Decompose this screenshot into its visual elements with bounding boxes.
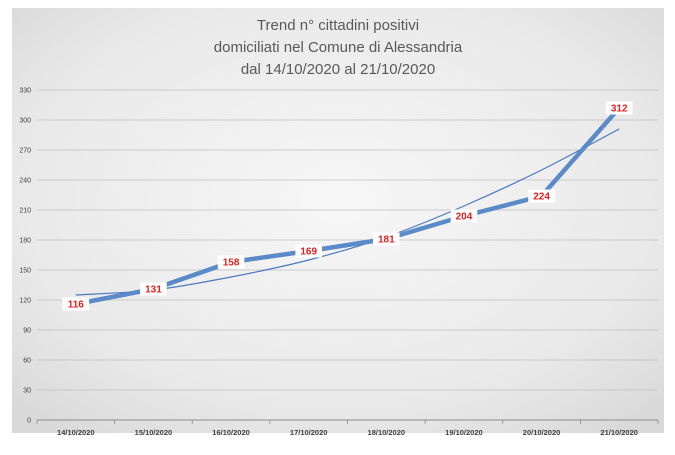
data-label-box <box>373 232 400 246</box>
data-label-value: 204 <box>456 212 473 223</box>
y-tick-label: 270 <box>19 148 31 155</box>
chart-background <box>12 8 664 433</box>
y-tick-label: 30 <box>23 388 31 395</box>
x-tick-label: 14/10/2020 <box>57 428 95 437</box>
y-tick-label: 330 <box>19 88 31 95</box>
y-tick-label: 300 <box>19 118 31 125</box>
y-tick-label: 150 <box>19 268 31 275</box>
x-axis: 14/10/2020 15/10/2020 16/10/2020 17/10/2020… <box>36 420 659 437</box>
data-label: 181 <box>373 232 400 246</box>
y-tick-label: 210 <box>19 208 31 215</box>
data-label: 158 <box>217 255 245 269</box>
chart-title: Trend n° cittadini positivi domiciliati … <box>214 17 463 78</box>
y-axis: 0 30 60 90 120 150 180 210 240 270 300 330 <box>19 88 31 425</box>
y-tick-label: 180 <box>19 238 31 245</box>
data-label-box <box>62 297 90 311</box>
data-label-box <box>605 101 633 115</box>
chart-title-line-2: domiciliati nel Comune di Alessandria <box>214 39 463 56</box>
data-label-value: 158 <box>223 258 240 269</box>
data-labels: 116 131 158 169 181 204 224 312 <box>62 101 633 311</box>
x-tick-label: 20/10/2020 <box>523 428 561 437</box>
data-label: 169 <box>295 244 322 258</box>
x-tick-label: 15/10/2020 <box>135 428 173 437</box>
y-tick-label: 120 <box>19 298 31 305</box>
data-label-box <box>450 209 478 223</box>
x-tick-label: 18/10/2020 <box>368 428 406 437</box>
y-tick-label: 60 <box>23 358 31 365</box>
x-tick-label: 19/10/2020 <box>445 428 483 437</box>
data-label-value: 224 <box>533 192 550 203</box>
data-label: 312 <box>605 101 633 115</box>
x-tick-label: 17/10/2020 <box>290 428 328 437</box>
data-label-box <box>528 189 555 203</box>
data-label: 116 <box>62 297 90 311</box>
chart-title-line-1: Trend n° cittadini positivi <box>257 17 419 34</box>
data-label-box <box>140 282 167 296</box>
data-label-box <box>217 255 245 269</box>
data-label: 204 <box>450 209 478 223</box>
data-label: 224 <box>528 189 555 203</box>
data-label-value: 181 <box>378 235 395 246</box>
data-label-value: 131 <box>145 285 162 296</box>
y-tick-label: 240 <box>19 178 31 185</box>
data-label-value: 312 <box>611 104 628 115</box>
data-label-value: 169 <box>300 247 317 258</box>
data-label: 131 <box>140 282 167 296</box>
data-label-box <box>295 244 322 258</box>
y-tick-label: 0 <box>27 418 31 425</box>
x-tick-label: 16/10/2020 <box>212 428 250 437</box>
gridlines <box>37 89 658 421</box>
x-tick-label: 21/10/2020 <box>600 428 638 437</box>
data-label-value: 116 <box>68 300 85 311</box>
chart-title-line-3: dal 14/10/2020 al 21/10/2020 <box>241 61 435 78</box>
y-tick-label: 90 <box>23 328 31 335</box>
